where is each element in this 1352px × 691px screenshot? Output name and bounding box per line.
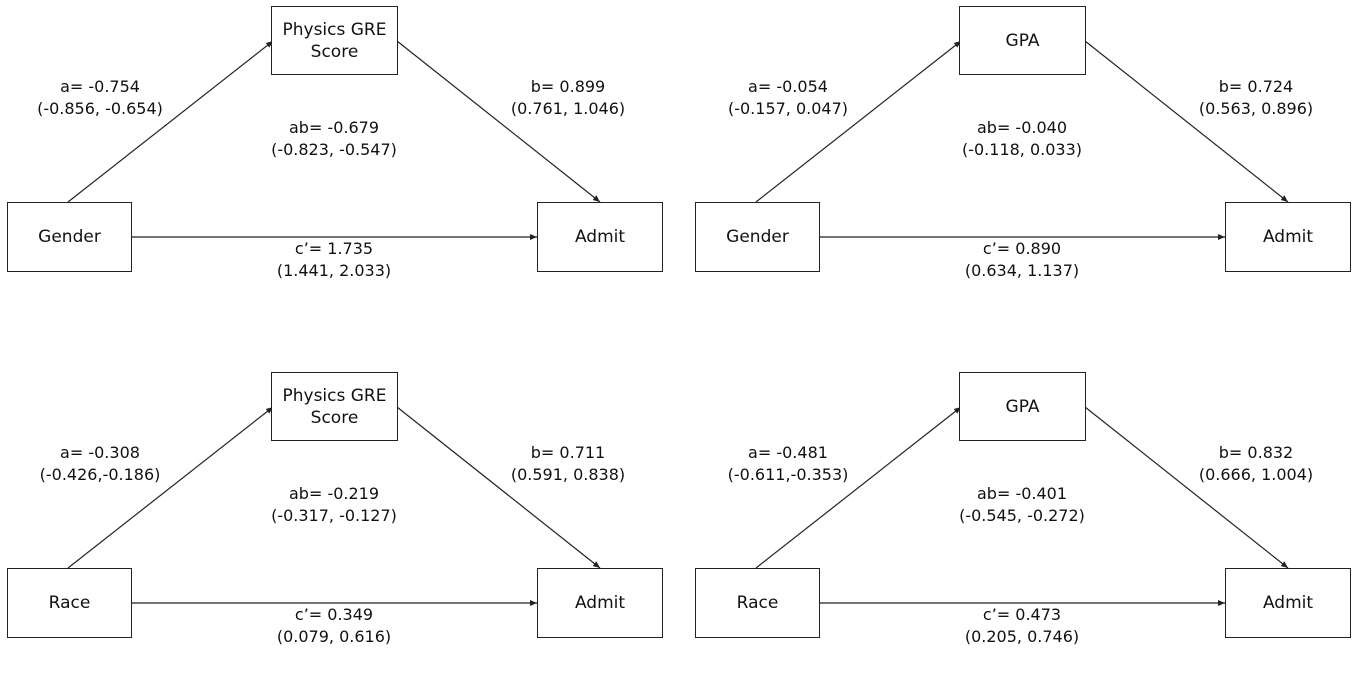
mediator-box: Physics GRE Score xyxy=(271,6,398,75)
path-b-arrow xyxy=(396,406,601,569)
path-arrows xyxy=(755,40,1289,240)
indirect-effect-coef: ab= -0.040 xyxy=(976,118,1068,137)
indirect-effect-ci: (-0.118, 0.033) xyxy=(961,140,1083,159)
indirect-effect-label: ab= -0.679 (-0.823, -0.547) xyxy=(271,117,397,161)
direct-effect-coef: c’= 1.735 xyxy=(294,239,374,258)
direct-effect-coef: c’= 0.349 xyxy=(294,605,374,624)
indirect-effect-coef: ab= -0.679 xyxy=(288,118,380,137)
path-a-coef: a= -0.754 xyxy=(60,77,140,96)
path-b-label: b= 0.832 (0.666, 1.004) xyxy=(1199,442,1313,486)
mediation-diagram-race-gpa: GPA Race Admit a= -0.481 (-0.611,-0.353)… xyxy=(688,366,1352,691)
path-arrows xyxy=(67,40,601,240)
indirect-effect-label: ab= -0.219 (-0.317, -0.127) xyxy=(271,483,397,527)
path-b-coef: b= 0.832 xyxy=(1218,443,1294,462)
mediator-box: Physics GRE Score xyxy=(271,372,398,441)
mediator-box: GPA xyxy=(959,372,1086,441)
independent-box: Race xyxy=(695,568,820,638)
mediation-diagram-gender-gre: Physics GRE Score Gender Admit a= -0.754… xyxy=(0,0,676,325)
path-a-label: a= -0.481 (-0.611,-0.353) xyxy=(728,442,849,486)
direct-effect-label: c’= 0.349 (0.079, 0.616) xyxy=(277,604,391,648)
path-a-arrow xyxy=(67,406,274,569)
path-a-arrow xyxy=(755,40,962,203)
path-a-arrow xyxy=(755,406,962,569)
direct-effect-ci: (0.079, 0.616) xyxy=(276,627,392,646)
path-b-coef: b= 0.711 xyxy=(530,443,606,462)
path-b-label: b= 0.724 (0.563, 0.896) xyxy=(1199,76,1313,120)
path-a-label: a= -0.308 (-0.426,-0.186) xyxy=(40,442,161,486)
independent-box: Gender xyxy=(695,202,820,272)
path-b-ci: (0.563, 0.896) xyxy=(1198,99,1314,118)
path-a-ci: (-0.856, -0.654) xyxy=(37,99,163,118)
direct-effect-ci: (1.441, 2.033) xyxy=(276,261,392,280)
outcome-box: Admit xyxy=(1225,202,1351,272)
path-a-coef: a= -0.481 xyxy=(748,443,828,462)
direct-effect-label: c’= 0.890 (0.634, 1.137) xyxy=(965,238,1079,282)
path-b-label: b= 0.899 (0.761, 1.046) xyxy=(511,76,625,120)
path-b-arrow xyxy=(1084,40,1289,203)
path-arrows xyxy=(67,406,601,606)
path-b-arrow xyxy=(1084,406,1289,569)
path-b-ci: (0.666, 1.004) xyxy=(1198,465,1314,484)
independent-box: Race xyxy=(7,568,132,638)
path-a-label: a= -0.054 (-0.157, 0.047) xyxy=(728,76,848,120)
path-a-label: a= -0.754 (-0.856, -0.654) xyxy=(37,76,163,120)
independent-box: Gender xyxy=(7,202,132,272)
path-a-ci: (-0.426,-0.186) xyxy=(39,465,161,484)
indirect-effect-ci: (-0.545, -0.272) xyxy=(959,506,1085,525)
path-b-ci: (0.591, 0.838) xyxy=(510,465,626,484)
direct-effect-ci: (0.205, 0.746) xyxy=(964,627,1080,646)
indirect-effect-label: ab= -0.040 (-0.118, 0.033) xyxy=(962,117,1082,161)
outcome-box: Admit xyxy=(537,202,663,272)
path-a-arrow xyxy=(67,40,274,203)
direct-effect-ci: (0.634, 1.137) xyxy=(964,261,1080,280)
indirect-effect-coef: ab= -0.401 xyxy=(976,484,1068,503)
path-b-coef: b= 0.724 xyxy=(1218,77,1294,96)
direct-effect-label: c’= 1.735 (1.441, 2.033) xyxy=(277,238,391,282)
outcome-box: Admit xyxy=(537,568,663,638)
path-a-ci: (-0.611,-0.353) xyxy=(727,465,849,484)
mediation-diagram-race-gre: Physics GRE Score Race Admit a= -0.308 (… xyxy=(0,366,676,691)
path-a-ci: (-0.157, 0.047) xyxy=(727,99,849,118)
indirect-effect-ci: (-0.317, -0.127) xyxy=(271,506,397,525)
direct-effect-coef: c’= 0.473 xyxy=(982,605,1062,624)
direct-effect-label: c’= 0.473 (0.205, 0.746) xyxy=(965,604,1079,648)
path-arrows xyxy=(755,406,1289,606)
path-b-ci: (0.761, 1.046) xyxy=(510,99,626,118)
path-a-coef: a= -0.308 xyxy=(60,443,140,462)
path-b-label: b= 0.711 (0.591, 0.838) xyxy=(511,442,625,486)
path-a-coef: a= -0.054 xyxy=(748,77,828,96)
outcome-box: Admit xyxy=(1225,568,1351,638)
indirect-effect-label: ab= -0.401 (-0.545, -0.272) xyxy=(959,483,1085,527)
path-b-arrow xyxy=(396,40,601,203)
path-b-coef: b= 0.899 xyxy=(530,77,606,96)
indirect-effect-coef: ab= -0.219 xyxy=(288,484,380,503)
direct-effect-coef: c’= 0.890 xyxy=(982,239,1062,258)
indirect-effect-ci: (-0.823, -0.547) xyxy=(271,140,397,159)
mediator-box: GPA xyxy=(959,6,1086,75)
mediation-diagram-gender-gpa: GPA Gender Admit a= -0.054 (-0.157, 0.04… xyxy=(688,0,1352,325)
